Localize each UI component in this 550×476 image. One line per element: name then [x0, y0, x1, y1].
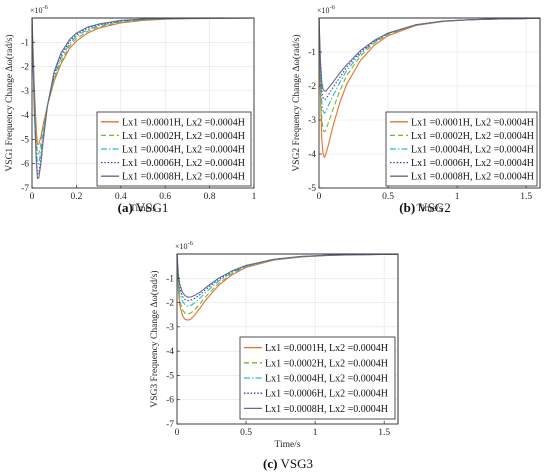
legend-label-2: Lx1 =0.0002H, Lx2 =0.0004H	[122, 131, 245, 142]
y-tick-label: -3	[166, 323, 174, 333]
legend-label-1: Lx1 =0.0001H, Lx2 =0.0004H	[411, 117, 534, 128]
legend-box	[385, 111, 538, 187]
series-line-5	[318, 17, 541, 92]
y-axis-label: VSG3 Frequency Change Δω(rad/s)	[149, 270, 160, 407]
y-tick-label: -2	[308, 82, 316, 92]
chart-vsg1: 0 0.2 0.4 0.6 0.8 1 -1 -2 -3 -4 -5 -6 -7 ×10-6 Time/s V…	[4, 4, 257, 215]
x-tick-label: 0.2	[70, 192, 82, 202]
legend-box	[239, 336, 396, 420]
x-tick-label: 0.4	[115, 192, 127, 202]
x-tick-label: 1	[455, 192, 460, 202]
legend-label-1: Lx1 =0.0001H, Lx2 =0.0004H	[122, 117, 245, 128]
y-tick-label: -5	[21, 135, 29, 145]
series-line-4	[31, 17, 255, 174]
caption: (a) VSG1	[118, 200, 169, 215]
x-tick-label: 0	[30, 192, 35, 202]
legend-label-5: Lx1 =0.0008H, Lx2 =0.0004H	[411, 172, 534, 183]
legend: Lx1 =0.0001H, Lx2 =0.0004H Lx1 =0.0002H, …	[239, 336, 396, 420]
y-tick-label: -2	[21, 63, 29, 73]
series-line-1	[31, 17, 255, 145]
x-tick-label: 1.5	[378, 428, 390, 438]
x-tick-label: 0	[317, 192, 322, 202]
series-line-2	[31, 17, 255, 155]
x-tick-label: 1	[252, 192, 257, 202]
chart-vsg3: 0 0.5 1 1.5 -1 -2 -3 -4 -5 -6 -7 ×10-6 Time/s VSG3 Fr…	[149, 240, 399, 471]
y-axis-label: VSG1 Frequency Change Δω(rad/s)	[4, 34, 15, 171]
x-tick-label: 1.5	[520, 192, 532, 202]
y-axis-label: VSG2 Frequency Change Δω(rad/s)	[291, 34, 302, 171]
legend-label-2: Lx1 =0.0002H, Lx2 =0.0004H	[265, 358, 388, 369]
legend-label-5: Lx1 =0.0008H, Lx2 =0.0004H	[122, 172, 245, 183]
legend-box	[96, 111, 252, 187]
y-tick-label: -3	[21, 87, 29, 97]
plot-border	[31, 17, 255, 189]
series-line-5	[176, 253, 399, 298]
y-tick-label: -3	[308, 116, 316, 126]
y-tick-label: -4	[308, 150, 316, 160]
caption: (b) VSG2	[399, 200, 450, 215]
axis-multiplier: ×10-6	[317, 4, 336, 15]
x-tick-label: 0.6	[159, 192, 171, 202]
axis-multiplier: ×10-6	[175, 240, 194, 251]
plot-border	[318, 17, 541, 189]
y-tick-label: -7	[21, 184, 29, 194]
y-tick-label: -5	[166, 371, 174, 381]
legend: Lx1 =0.0001H, Lx2 =0.0004H Lx1 =0.0002H, …	[385, 111, 538, 187]
legend-label-3: Lx1 =0.0004H, Lx2 =0.0004H	[122, 145, 245, 156]
legend-label-1: Lx1 =0.0001H, Lx2 =0.0004H	[265, 343, 388, 354]
x-tick-label: 0.5	[382, 192, 394, 202]
caption: (c) VSG3	[263, 456, 313, 471]
x-axis-label: Time/s	[130, 204, 156, 214]
x-tick-label: 0.8	[204, 192, 216, 202]
y-tick-label: -1	[21, 38, 29, 48]
y-tick-label: -4	[21, 111, 29, 121]
legend-label-3: Lx1 =0.0004H, Lx2 =0.0004H	[411, 145, 534, 156]
legend-label-4: Lx1 =0.0006H, Lx2 =0.0004H	[122, 158, 245, 169]
plot-border	[176, 253, 399, 425]
axis-multiplier: ×10-6	[30, 4, 49, 15]
y-tick-label: -1	[166, 274, 174, 284]
legend: Lx1 =0.0001H, Lx2 =0.0004H Lx1 =0.0002H, …	[96, 111, 252, 187]
y-tick-label: -6	[166, 396, 174, 406]
x-axis-label: Time/s	[274, 440, 300, 450]
series-line-5	[31, 17, 255, 179]
y-tick-label: -6	[21, 160, 29, 170]
legend-label-2: Lx1 =0.0002H, Lx2 =0.0004H	[411, 131, 534, 142]
x-tick-label: 0	[175, 428, 180, 438]
y-tick-label: -4	[166, 347, 174, 357]
y-tick-label: -7	[166, 420, 174, 430]
legend-label-4: Lx1 =0.0006H, Lx2 =0.0004H	[265, 389, 388, 400]
chart-vsg2: 0 0.5 1 1.5 -1 -2 -3 -4 -5 ×10-6 Time/s VSG2 Freque…	[291, 4, 541, 215]
y-tick-label: -2	[166, 299, 174, 309]
legend-label-3: Lx1 =0.0004H, Lx2 =0.0004H	[265, 374, 388, 385]
legend-label-4: Lx1 =0.0006H, Lx2 =0.0004H	[411, 158, 534, 169]
y-tick-label: -5	[308, 184, 316, 194]
y-tick-label: -1	[308, 48, 316, 58]
legend-label-5: Lx1 =0.0008H, Lx2 =0.0004H	[265, 404, 388, 415]
x-tick-label: 0.5	[240, 428, 252, 438]
x-tick-label: 1	[313, 428, 318, 438]
x-axis-label: Time/s	[416, 204, 442, 214]
